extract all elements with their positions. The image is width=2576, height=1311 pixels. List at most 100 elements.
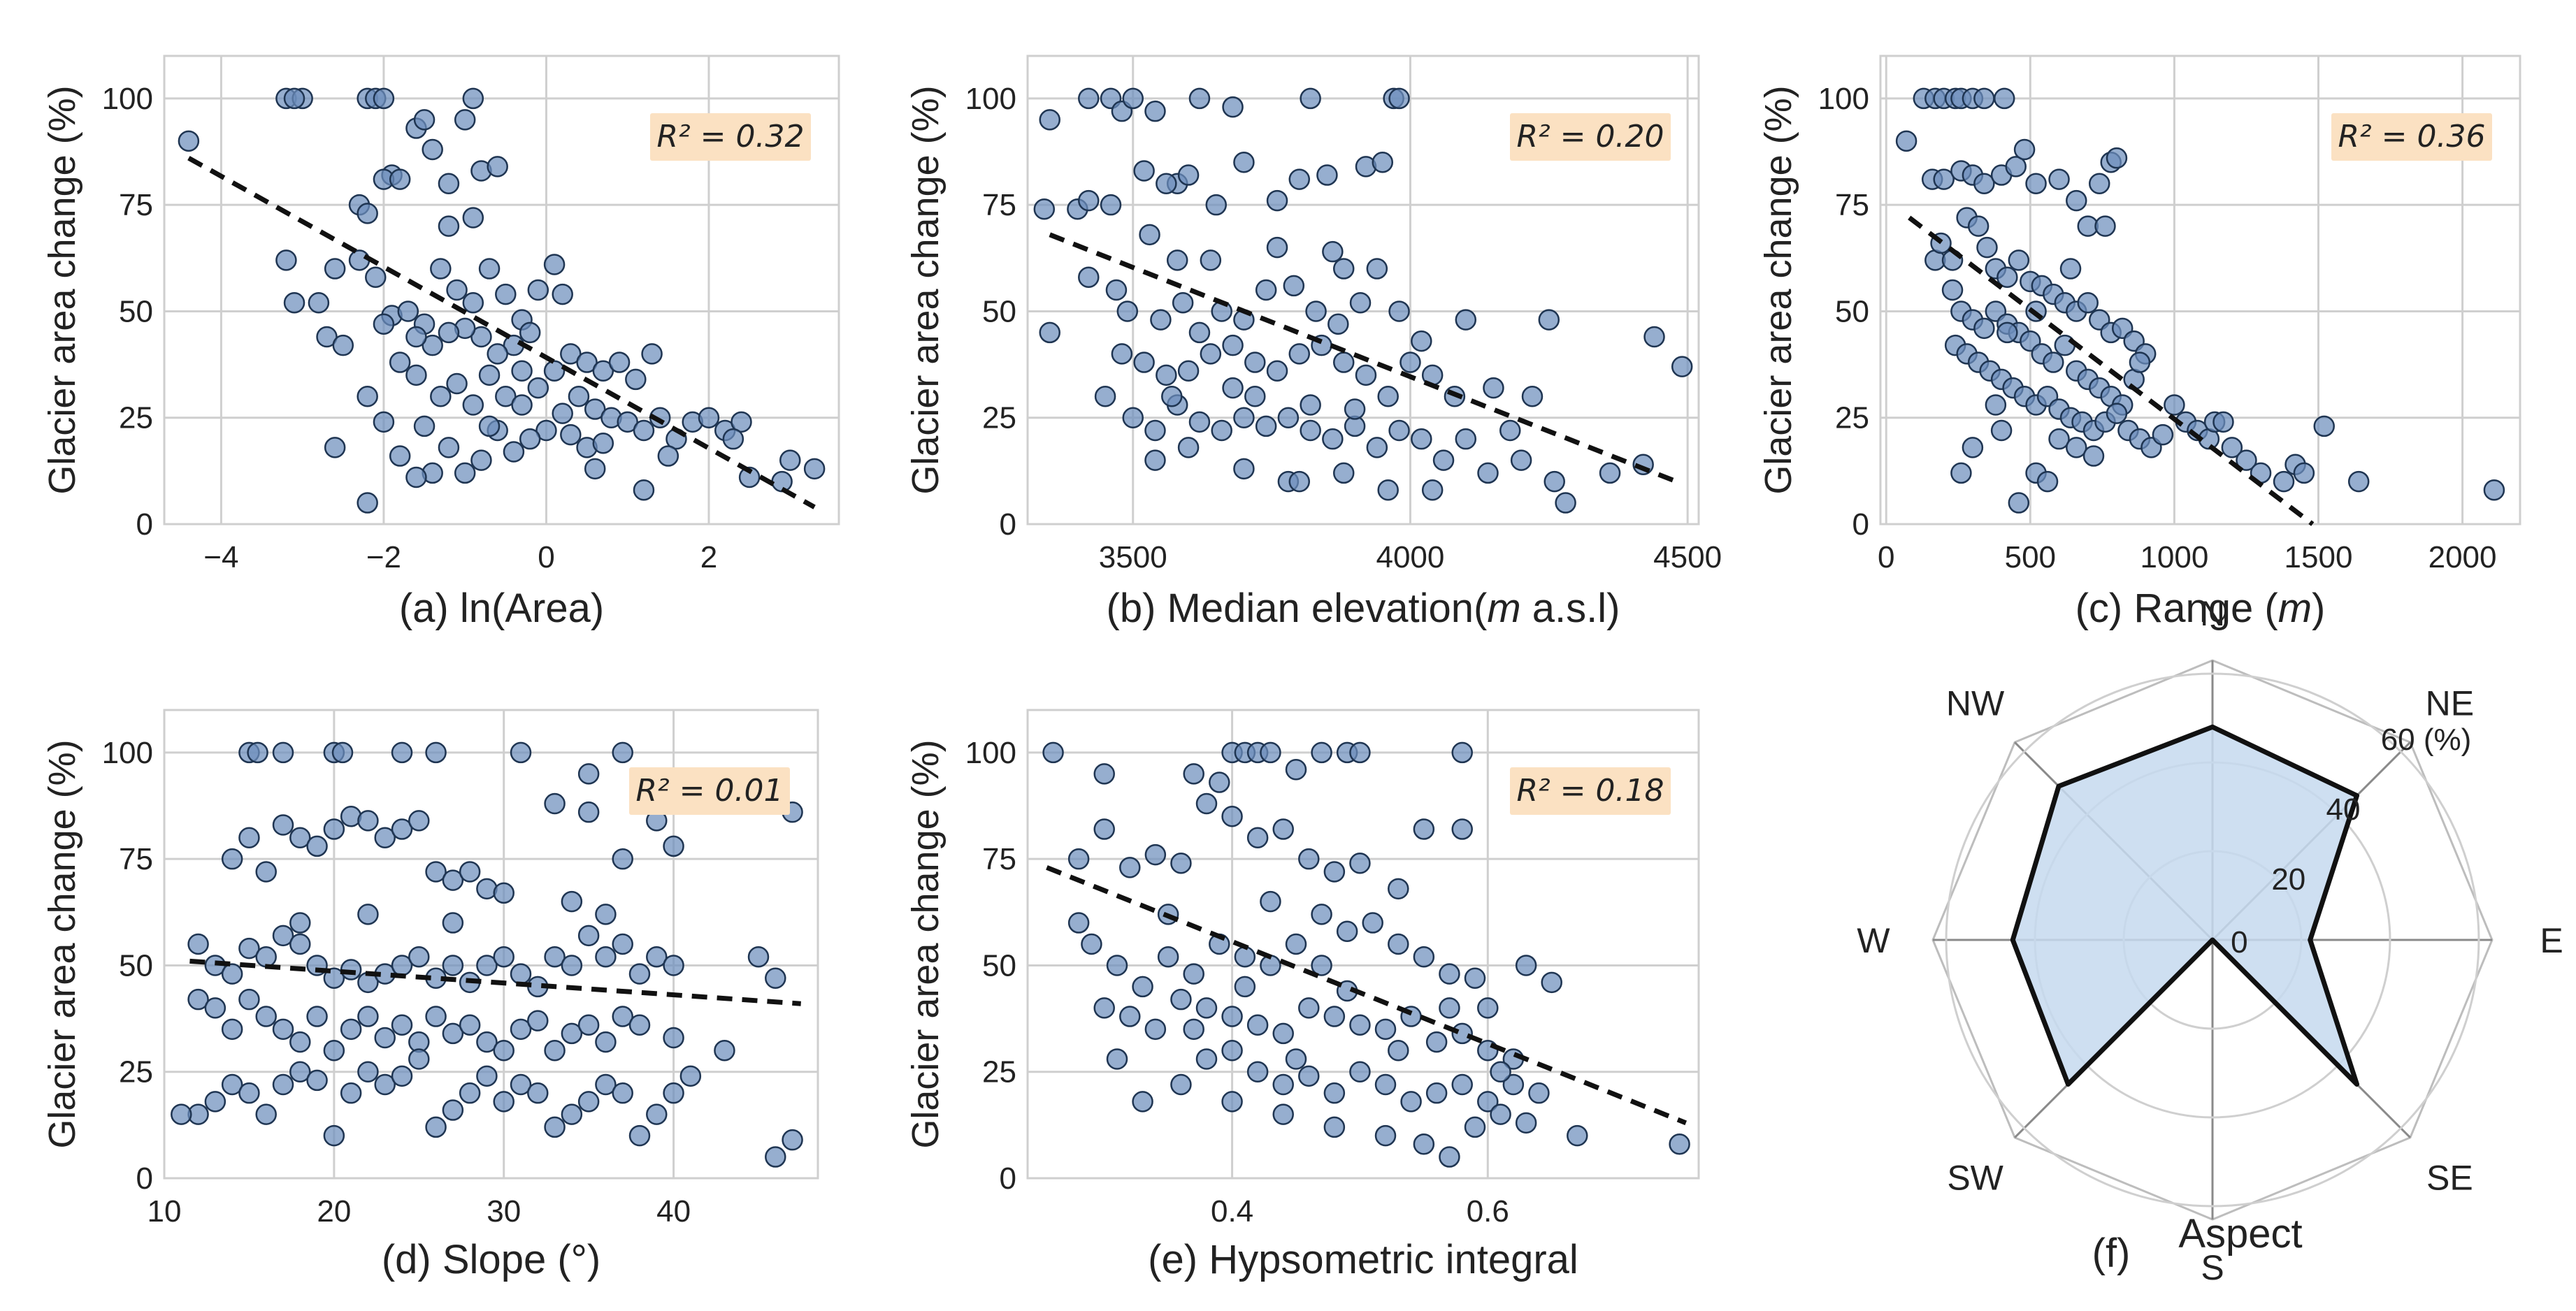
data-point — [391, 1065, 413, 1087]
data-point — [478, 415, 501, 437]
data-point — [1973, 317, 1995, 340]
y-tick-label: 100 — [102, 736, 153, 770]
data-point — [389, 168, 411, 190]
data-point — [1483, 377, 1504, 399]
data-point — [1122, 407, 1144, 428]
y-axis-label: Glacier area change (%) — [905, 739, 947, 1148]
data-point — [779, 449, 801, 471]
data-point — [1305, 300, 1327, 322]
y-tick-label: 50 — [982, 948, 1016, 983]
radar-ring-label: 20 — [2271, 862, 2305, 897]
data-point — [425, 1006, 447, 1027]
data-point — [1388, 300, 1410, 322]
x-axis-label-suffix: ) — [2312, 586, 2325, 631]
x-tick-label: −2 — [366, 540, 401, 574]
data-point — [1349, 741, 1371, 764]
data-point — [408, 810, 430, 832]
radar-vertex — [2354, 1082, 2359, 1087]
data-point — [1111, 343, 1133, 365]
data-point — [617, 411, 638, 433]
x-tick-label: 1000 — [2140, 540, 2208, 574]
data-point — [561, 890, 583, 913]
x-tick-label: 4000 — [1376, 540, 1444, 574]
data-point — [584, 398, 606, 420]
data-point — [442, 869, 464, 891]
data-point — [1093, 997, 1115, 1019]
y-tick-label: 75 — [982, 188, 1016, 222]
data-point — [1144, 449, 1166, 471]
data-point — [1132, 976, 1153, 998]
data-point — [425, 861, 447, 883]
data-point — [493, 1040, 515, 1062]
data-point — [1122, 87, 1144, 110]
data-point — [1323, 861, 1346, 883]
data-point — [1183, 1018, 1204, 1041]
data-point — [462, 207, 484, 229]
data-point — [389, 445, 411, 467]
x-tick-label: −4 — [203, 540, 238, 574]
data-point — [1311, 955, 1332, 976]
data-point — [1413, 946, 1435, 968]
data-point — [438, 321, 460, 344]
data-point — [1323, 1006, 1346, 1027]
data-point — [1477, 462, 1499, 484]
data-point — [1277, 407, 1300, 428]
regression-line — [1046, 865, 1688, 1126]
data-point — [422, 138, 443, 161]
data-point — [1221, 806, 1243, 827]
data-point — [1374, 1018, 1397, 1041]
data-point — [1643, 326, 1665, 348]
data-point — [495, 386, 517, 407]
data-point — [1221, 1006, 1243, 1027]
data-point — [454, 462, 476, 484]
data-point — [374, 827, 396, 848]
data-point — [493, 882, 515, 904]
data-point — [1950, 462, 1972, 484]
data-point — [1244, 386, 1266, 407]
regression-line — [1908, 215, 2315, 526]
data-point — [1895, 130, 1917, 152]
data-point — [544, 1040, 566, 1062]
data-point — [1316, 164, 1338, 186]
data-point — [1156, 173, 1177, 194]
x-tick-label: 0.6 — [1467, 1194, 1509, 1229]
data-point — [255, 1103, 277, 1125]
data-point — [1599, 462, 1621, 484]
data-point — [1399, 352, 1421, 373]
data-point — [1477, 997, 1499, 1019]
r2-badge — [2331, 113, 2492, 161]
data-point — [1451, 1073, 1473, 1096]
data-point — [178, 130, 200, 152]
data-point — [391, 741, 413, 764]
radar-ring-label: 60 (%) — [2381, 723, 2472, 757]
data-point — [510, 1073, 532, 1096]
data-point — [1439, 1146, 1460, 1168]
data-point — [1388, 419, 1410, 442]
data-point — [1451, 741, 1473, 764]
data-point — [1266, 189, 1288, 212]
data-point — [2094, 215, 2116, 237]
data-point — [373, 411, 395, 433]
data-point — [1411, 428, 1432, 450]
data-point — [1272, 1073, 1294, 1096]
data-point — [331, 741, 354, 764]
data-point — [446, 372, 468, 395]
data-point — [1078, 266, 1100, 288]
caption-space — [1156, 586, 1167, 631]
data-point — [714, 1040, 735, 1062]
data-point — [425, 741, 447, 764]
data-point — [1366, 437, 1388, 458]
data-point — [374, 1073, 396, 1096]
panel-b: 3500 4000 4500 0 25 50 75 100 Glacier area chang… — [905, 55, 1722, 631]
panel-caption: (d) Slope (°) — [382, 1237, 600, 1282]
y-tick-label: 0 — [136, 507, 153, 542]
data-point — [1170, 853, 1192, 874]
data-point — [2088, 173, 2110, 194]
radar-vertex — [2057, 784, 2061, 789]
data-point — [663, 1027, 684, 1049]
data-point — [2008, 492, 2030, 514]
data-point — [1388, 878, 1409, 900]
data-point — [1300, 87, 1321, 110]
data-point — [1413, 818, 1435, 840]
data-point — [1372, 152, 1394, 173]
